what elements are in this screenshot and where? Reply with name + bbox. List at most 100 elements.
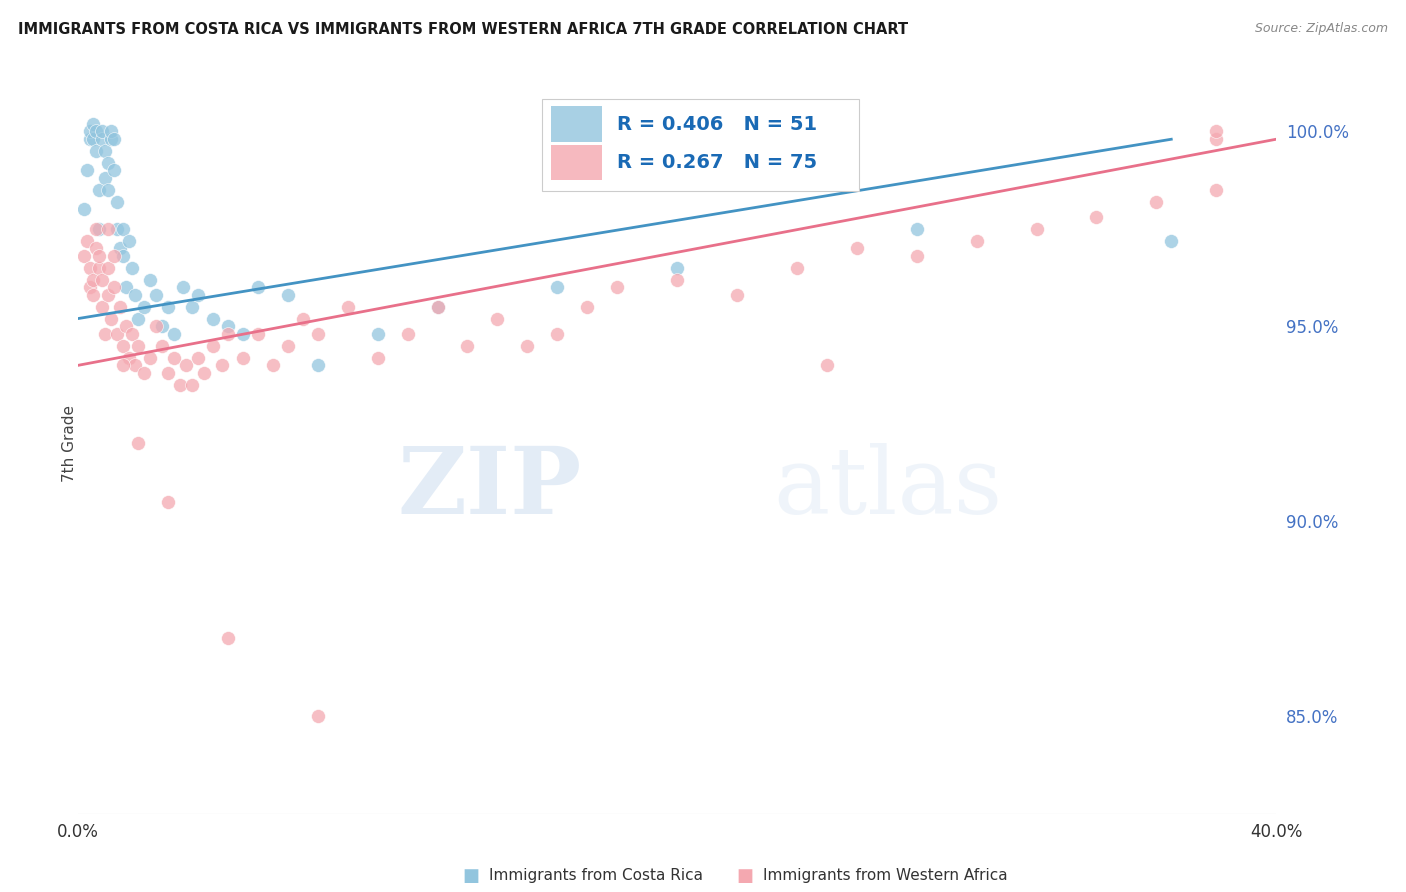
Point [187, 351, 209, 365]
Point [307, 327, 329, 342]
Point [76, 163, 98, 178]
Point [84, 144, 107, 158]
Point [277, 339, 299, 353]
Y-axis label: 7th Grade: 7th Grade [62, 405, 77, 482]
Point [336, 300, 359, 314]
Point [606, 280, 628, 294]
Point [232, 327, 254, 342]
Text: atlas: atlas [773, 442, 1002, 533]
Point [82, 117, 104, 131]
Point [262, 359, 284, 373]
Point [966, 234, 988, 248]
Point [1085, 211, 1108, 225]
Point [246, 280, 269, 294]
Point [79, 260, 101, 275]
Point [100, 311, 122, 326]
Point [181, 377, 204, 392]
Text: ■: ■ [737, 867, 754, 885]
Point [87, 183, 110, 197]
Point [367, 327, 389, 342]
FancyBboxPatch shape [541, 99, 859, 192]
Point [103, 280, 125, 294]
Point [1025, 222, 1047, 236]
Point [132, 366, 155, 380]
Point [139, 272, 162, 286]
Point [112, 249, 135, 263]
Point [97, 222, 120, 236]
Point [82, 272, 104, 286]
Text: IMMIGRANTS FROM COSTA RICA VS IMMIGRANTS FROM WESTERN AFRICA 7TH GRADE CORRELATI: IMMIGRANTS FROM COSTA RICA VS IMMIGRANTS… [18, 22, 908, 37]
Point [150, 339, 173, 353]
Point [145, 288, 167, 302]
Point [172, 280, 194, 294]
Point [124, 359, 146, 373]
Point [169, 377, 191, 392]
Point [94, 327, 117, 342]
Text: ZIP: ZIP [396, 442, 581, 533]
FancyBboxPatch shape [551, 145, 602, 180]
Point [82, 288, 104, 302]
Point [112, 222, 135, 236]
Point [246, 327, 269, 342]
Point [103, 132, 125, 146]
Point [103, 163, 125, 178]
Point [845, 241, 868, 255]
Point [232, 351, 254, 365]
Point [1205, 183, 1227, 197]
Point [84, 222, 107, 236]
Point [84, 241, 107, 255]
Point [1205, 124, 1227, 138]
Point [87, 260, 110, 275]
Text: Immigrants from Costa Rica: Immigrants from Costa Rica [489, 869, 703, 883]
Point [118, 234, 141, 248]
Point [97, 183, 120, 197]
Point [100, 124, 122, 138]
Point [87, 222, 110, 236]
Point [127, 436, 149, 450]
Point [905, 249, 928, 263]
Point [91, 124, 114, 138]
Point [150, 319, 173, 334]
Point [307, 359, 329, 373]
Point [426, 300, 449, 314]
Point [396, 327, 419, 342]
Text: R = 0.406   N = 51: R = 0.406 N = 51 [617, 114, 817, 134]
Point [112, 339, 135, 353]
Point [100, 132, 122, 146]
Point [91, 300, 114, 314]
Point [156, 366, 179, 380]
Point [118, 351, 141, 365]
Point [725, 288, 748, 302]
Point [201, 311, 224, 326]
Point [79, 132, 101, 146]
Point [666, 260, 689, 275]
Point [127, 311, 149, 326]
Point [163, 327, 186, 342]
Point [1144, 194, 1167, 209]
Point [181, 300, 204, 314]
Point [815, 359, 838, 373]
Point [1205, 132, 1227, 146]
Point [174, 359, 197, 373]
Point [1160, 234, 1182, 248]
Point [217, 319, 239, 334]
Point [73, 202, 96, 217]
Point [905, 222, 928, 236]
Point [516, 339, 538, 353]
Point [91, 132, 114, 146]
Point [105, 327, 128, 342]
Point [156, 495, 179, 509]
Point [193, 366, 215, 380]
Point [82, 132, 104, 146]
Point [94, 171, 117, 186]
Point [79, 124, 101, 138]
Point [108, 241, 131, 255]
Point [115, 319, 138, 334]
Point [112, 359, 135, 373]
Point [211, 359, 233, 373]
Point [486, 311, 509, 326]
Point [121, 260, 143, 275]
Point [426, 300, 449, 314]
Point [73, 249, 96, 263]
Point [277, 288, 299, 302]
